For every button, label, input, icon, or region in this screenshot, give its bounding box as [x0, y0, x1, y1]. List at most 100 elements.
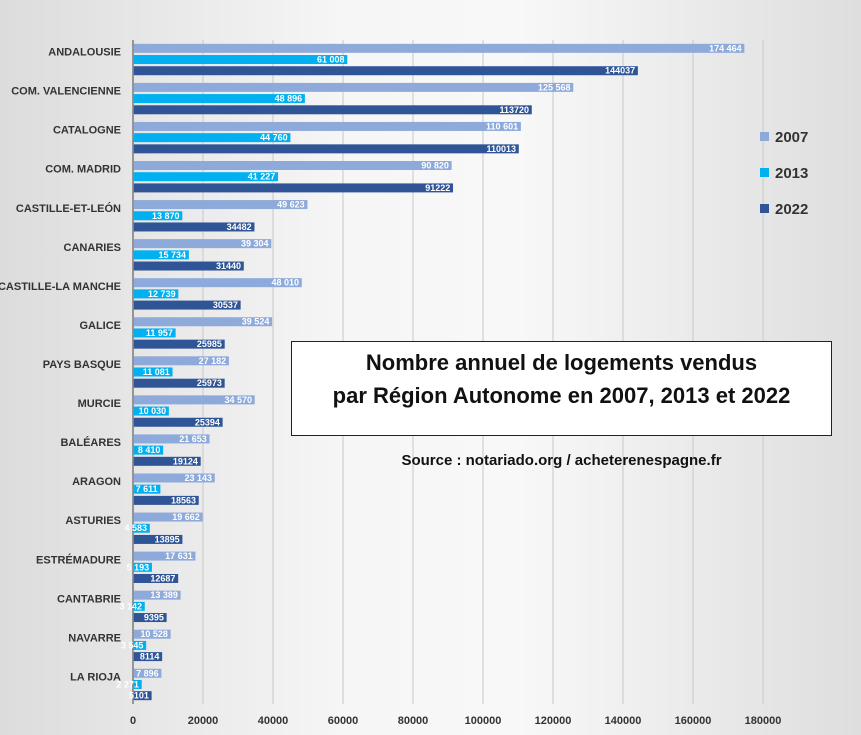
bar-2013 — [133, 289, 179, 299]
bar-2007 — [133, 629, 171, 639]
data-label: 15 734 — [159, 250, 187, 260]
bar-2007 — [133, 121, 521, 131]
data-label: 5101 — [129, 691, 149, 701]
data-label: 48 010 — [272, 278, 300, 288]
data-label: 13895 — [155, 534, 180, 544]
legend-swatch — [760, 132, 769, 141]
category-label: CASTILLE-ET-LEÓN — [16, 202, 121, 215]
category-label: ESTRÉMADURE — [36, 553, 121, 566]
category-labels: ANDALOUSIE COM. VALENCIENNE CATALOGNE COM. … — [0, 47, 121, 684]
x-tick-label: 60000 — [328, 715, 359, 727]
bar-2007 — [133, 239, 272, 249]
category-label: COM. MADRID — [45, 164, 121, 176]
category-label: CANTABRIE — [57, 593, 121, 605]
data-label: 61 008 — [317, 55, 345, 65]
bar-2013 — [133, 328, 176, 338]
category-label: CASTILLE-LA MANCHE — [0, 281, 121, 293]
chart-title: Nombre annuel de logements vendus — [365, 350, 758, 375]
category-label: ARAGON — [72, 476, 121, 488]
bar-2022 — [133, 222, 255, 232]
data-label: 23 143 — [184, 473, 212, 483]
bar-2007 — [133, 200, 308, 210]
data-label: 34482 — [227, 222, 252, 232]
data-label: 27 182 — [199, 356, 227, 366]
legend-label: 2022 — [775, 201, 808, 218]
x-tick-label: 100000 — [465, 715, 502, 727]
bar-2022 — [133, 339, 225, 349]
x-tick-label: 40000 — [258, 715, 289, 727]
chart-title-box: Nombre annuel de logements vendus par Ré… — [291, 341, 832, 436]
bar-2013 — [133, 445, 164, 455]
data-label: 13 870 — [152, 211, 180, 221]
data-label: 110 601 — [486, 121, 518, 131]
bar-2013 — [133, 640, 147, 650]
bar-2013 — [133, 679, 142, 689]
data-label: 113720 — [499, 105, 529, 115]
x-tick-label: 80000 — [398, 715, 429, 727]
x-tick-label: 20000 — [188, 715, 219, 727]
data-label: 44 760 — [260, 133, 288, 143]
data-label: 49 623 — [277, 200, 305, 210]
x-tick-label: 180000 — [745, 715, 782, 727]
bar-2013 — [133, 172, 279, 182]
bar-2022 — [133, 417, 223, 427]
data-label: 30537 — [213, 300, 238, 310]
data-label: 10 528 — [140, 629, 168, 639]
bar-2022 — [133, 66, 638, 76]
data-label: 21 653 — [179, 434, 207, 444]
bar-2007 — [133, 317, 273, 327]
bar-2007 — [133, 161, 452, 171]
data-label: 34 570 — [224, 395, 252, 405]
category-label: CANARIES — [64, 242, 121, 254]
data-label: 11 957 — [146, 328, 173, 338]
bar-2007 — [133, 43, 745, 53]
x-tick-label: 0 — [130, 715, 136, 727]
bar-2022 — [133, 183, 454, 193]
bar-2022 — [133, 300, 241, 310]
bar-2022 — [133, 144, 519, 154]
bar-2022 — [133, 613, 167, 623]
data-label: 12687 — [150, 573, 175, 583]
bar-2007 — [133, 434, 210, 444]
bar-2007 — [133, 356, 229, 366]
x-axis-ticks: 0 20000 40000 60000 80000 100000 120000 140000 1… — [130, 715, 781, 727]
data-label: 144037 — [605, 66, 635, 76]
data-label: 39 524 — [242, 317, 270, 327]
bar-2007 — [133, 473, 215, 483]
bar-2022 — [133, 534, 183, 544]
data-label: 19124 — [173, 456, 198, 466]
legend: 2007 2013 2022 — [760, 129, 808, 218]
data-label: 11 081 — [143, 367, 170, 377]
data-label: 48 896 — [275, 94, 303, 104]
data-label: 4 583 — [125, 523, 148, 533]
chart-subtitle: par Région Autonome en 2007, 2013 et 202… — [332, 383, 791, 408]
bar-2022 — [133, 691, 152, 701]
data-label: 91222 — [425, 183, 450, 193]
bar-2022 — [133, 573, 179, 583]
bar-2013 — [133, 523, 150, 533]
bar-2013 — [133, 211, 183, 221]
source-note: Source : notariado.org / acheterenespagn… — [401, 452, 722, 469]
bar-2013 — [133, 562, 152, 572]
data-label: 2 271 — [116, 679, 139, 689]
legend-swatch — [760, 168, 769, 177]
data-label: 3 142 — [119, 601, 142, 611]
bar-2022 — [133, 652, 163, 662]
data-label: 39 304 — [241, 239, 269, 249]
bar-2007 — [133, 82, 574, 92]
data-label: 41 227 — [248, 172, 276, 182]
bar-2022 — [133, 105, 532, 115]
bar-2013 — [133, 250, 189, 260]
category-label: PAYS BASQUE — [43, 359, 121, 371]
bar-2022 — [133, 261, 244, 271]
bar-2013 — [133, 133, 291, 143]
data-label: 25973 — [197, 378, 222, 388]
data-label: 8114 — [140, 652, 160, 662]
category-label: NAVARRE — [68, 632, 121, 644]
data-label: 7 611 — [136, 484, 158, 494]
x-tick-label: 120000 — [535, 715, 572, 727]
data-label: 19 662 — [172, 512, 200, 522]
data-label: 90 820 — [421, 161, 449, 171]
data-label: 13 389 — [150, 590, 178, 600]
data-label: 12 739 — [148, 289, 176, 299]
